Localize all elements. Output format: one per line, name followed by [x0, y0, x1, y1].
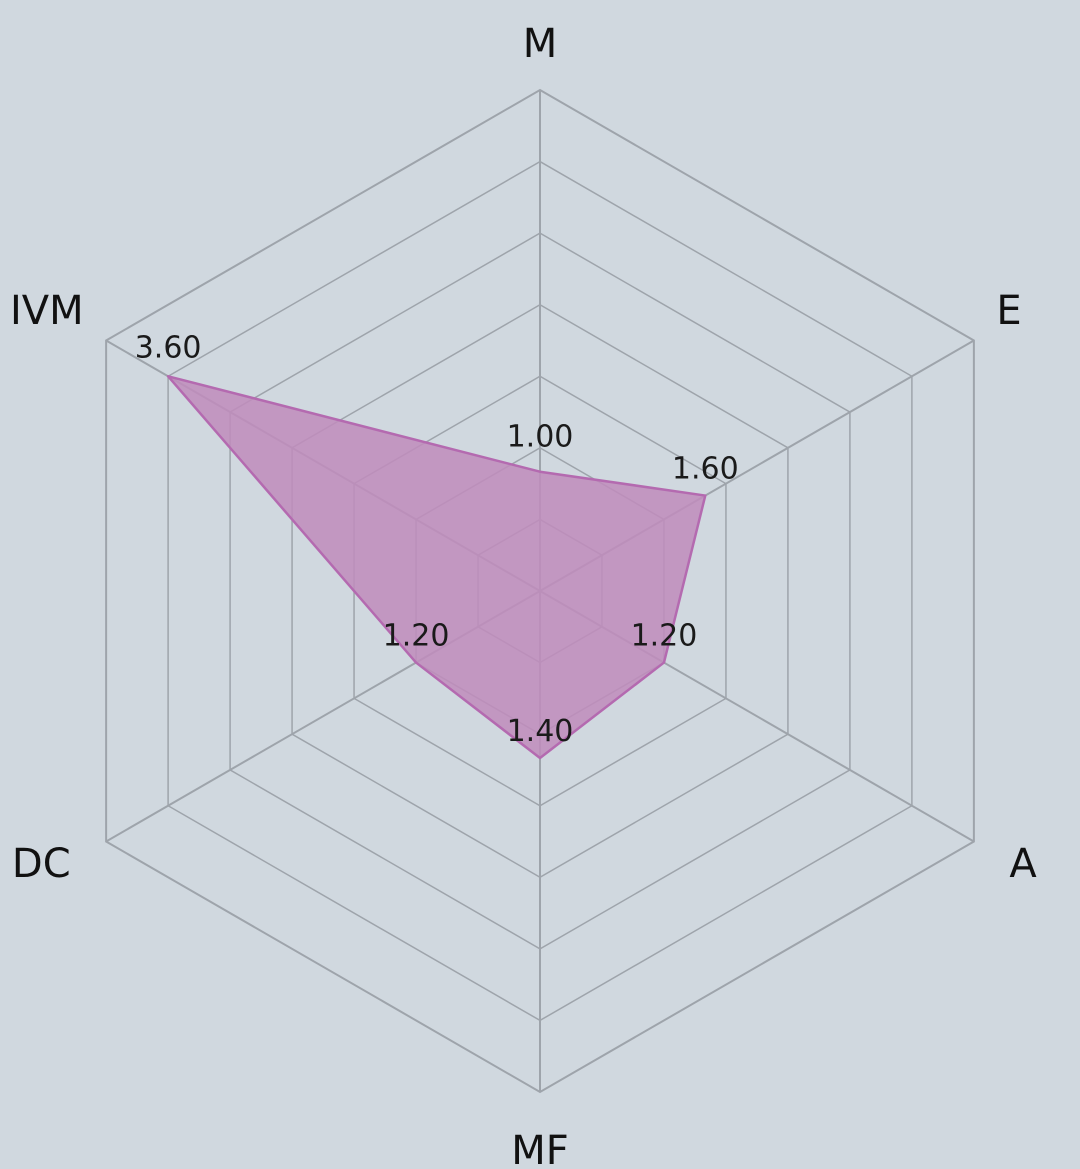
- value-label-mf: 1.40: [507, 714, 574, 749]
- value-label-a: 1.20: [631, 619, 698, 654]
- axis-label-e: E: [996, 288, 1021, 334]
- value-label-m: 1.00: [507, 420, 574, 455]
- value-labels: 1.00 1.60 1.20 1.40 1.20 3.60: [135, 330, 739, 749]
- value-label-e: 1.60: [672, 452, 739, 487]
- axis-labels: M E A MF DC IVM: [10, 21, 1037, 1169]
- axis-label-m: M: [523, 21, 558, 67]
- axis-label-ivm: IVM: [10, 288, 84, 334]
- value-label-ivm: 3.60: [135, 330, 202, 365]
- data-polygon: [166, 375, 707, 760]
- axis-label-a: A: [1009, 841, 1037, 887]
- radar-series: [166, 375, 707, 760]
- axis-label-mf: MF: [511, 1128, 569, 1169]
- axis-label-dc: DC: [12, 841, 71, 887]
- value-label-dc: 1.20: [383, 619, 450, 654]
